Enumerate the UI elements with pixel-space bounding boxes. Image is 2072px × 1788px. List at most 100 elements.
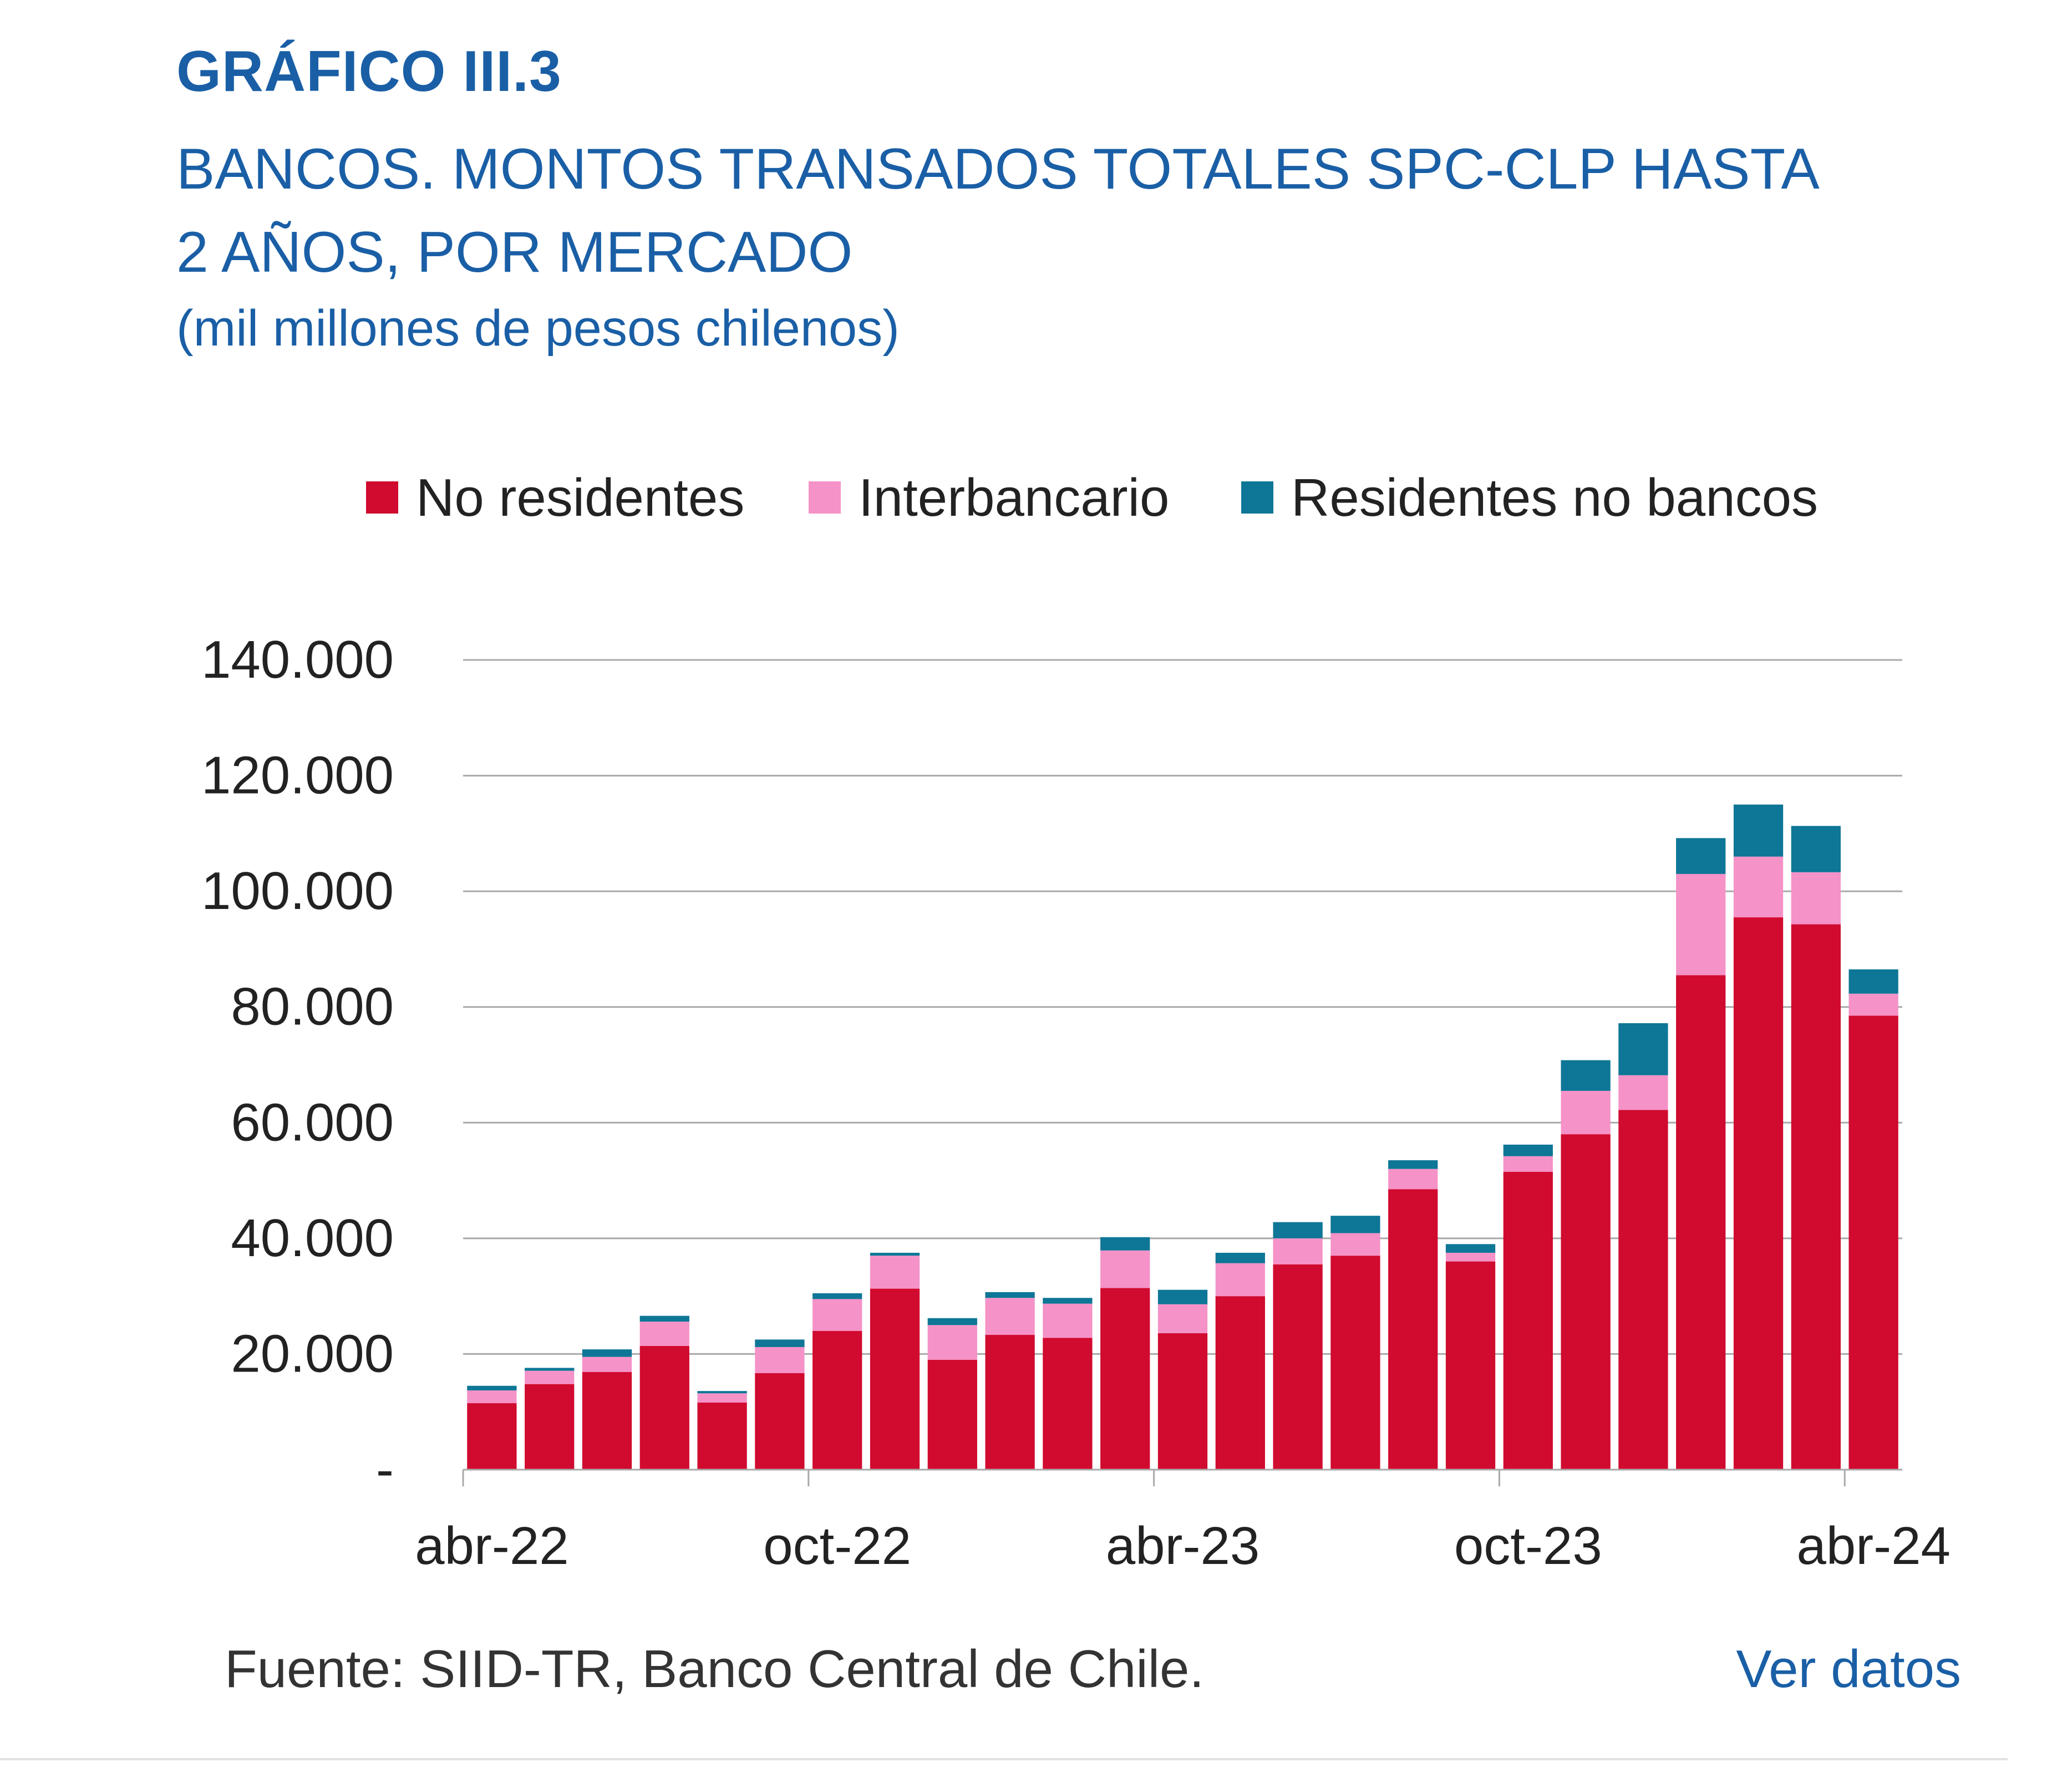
bars	[467, 804, 1898, 1470]
x-tick-label: abr-22	[415, 1516, 569, 1576]
bar-no-residentes	[1676, 975, 1726, 1470]
bar-residentes-no-bancos	[1503, 1144, 1553, 1156]
bar-interbancario	[1157, 1304, 1208, 1333]
bar-residentes-no-bancos	[1273, 1222, 1323, 1238]
bar-residentes-no-bancos	[697, 1391, 747, 1394]
bar-no-residentes	[697, 1403, 747, 1470]
x-tick-label: abr-23	[1106, 1516, 1260, 1576]
bar-interbancario	[1043, 1303, 1093, 1338]
bar-interbancario	[1561, 1090, 1611, 1135]
y-tick-label: 100.000	[201, 861, 394, 921]
bar-no-residentes	[582, 1372, 632, 1470]
bar-interbancario	[1848, 993, 1898, 1016]
bar-residentes-no-bancos	[1676, 838, 1726, 874]
bar-no-residentes	[1273, 1264, 1323, 1470]
bar-no-residentes	[1618, 1110, 1668, 1470]
bar-no-residentes	[870, 1288, 920, 1470]
chart-title: GRÁFICO III.3	[176, 39, 562, 104]
chart-units: (mil millones de pesos chilenos)	[176, 300, 900, 357]
bar-interbancario	[1503, 1156, 1553, 1172]
bar-residentes-no-bancos	[467, 1385, 517, 1391]
bar-residentes-no-bancos	[582, 1349, 632, 1357]
bar-residentes-no-bancos	[1445, 1244, 1496, 1253]
bar-no-residentes	[1100, 1288, 1150, 1470]
bar-residentes-no-bancos	[1791, 826, 1841, 872]
bar-interbancario	[870, 1256, 920, 1289]
legend-label: No residentes	[416, 468, 744, 527]
bar-no-residentes	[1733, 917, 1784, 1470]
bar-no-residentes	[1503, 1171, 1553, 1470]
bar-residentes-no-bancos	[927, 1318, 977, 1325]
bar-residentes-no-bancos	[1388, 1160, 1438, 1169]
y-tick-label: 60.000	[231, 1093, 394, 1152]
bar-residentes-no-bancos	[1330, 1216, 1380, 1233]
bar-interbancario	[1273, 1238, 1323, 1264]
bar-residentes-no-bancos	[1848, 969, 1898, 994]
y-tick-label: 40.000	[231, 1208, 394, 1268]
bar-no-residentes	[927, 1359, 977, 1470]
x-tick-label: oct-22	[763, 1516, 911, 1576]
bottom-divider	[0, 1758, 2008, 1760]
bar-no-residentes	[755, 1373, 805, 1470]
x-axis: abr-22 oct-22 abr-23 oct-23 abr-24	[415, 1469, 1951, 1576]
bar-residentes-no-bancos	[1043, 1298, 1093, 1304]
bar-no-residentes	[1445, 1261, 1496, 1470]
bar-residentes-no-bancos	[1100, 1237, 1150, 1251]
y-tick-label: 120.000	[201, 746, 394, 805]
bar-interbancario	[1676, 873, 1726, 976]
bar-interbancario	[1618, 1075, 1668, 1110]
bar-interbancario	[697, 1393, 747, 1403]
bar-residentes-no-bancos	[870, 1252, 920, 1256]
bar-no-residentes	[639, 1345, 689, 1470]
bar-interbancario	[927, 1325, 977, 1360]
bar-interbancario	[525, 1370, 575, 1384]
legend-label: Interbancario	[859, 468, 1169, 527]
bar-interbancario	[1445, 1252, 1496, 1262]
bar-no-residentes	[525, 1384, 575, 1470]
legend-swatch	[1241, 481, 1273, 514]
bar-residentes-no-bancos	[812, 1293, 862, 1299]
bar-no-residentes	[812, 1330, 862, 1470]
bar-no-residentes	[1043, 1338, 1093, 1470]
y-tick-label: -	[376, 1440, 394, 1499]
x-tick-label: abr-24	[1796, 1516, 1951, 1576]
bar-interbancario	[467, 1390, 517, 1404]
bar-no-residentes	[1561, 1134, 1611, 1470]
legend-label: Residentes no bancos	[1291, 468, 1818, 527]
bar-interbancario	[985, 1298, 1035, 1335]
y-tick-label: 140.000	[201, 630, 394, 689]
y-axis-labels: - 20.000 40.000 60.000 80.000 100.000 120.000 1…	[201, 630, 394, 1499]
bar-no-residentes	[1848, 1015, 1898, 1470]
y-tick-label: 20.000	[231, 1324, 394, 1383]
y-tick-label: 80.000	[231, 977, 394, 1037]
bar-residentes-no-bancos	[985, 1292, 1035, 1298]
bar-no-residentes	[1388, 1189, 1438, 1470]
legend: No residentes Interbancario Residentes no …	[366, 468, 1818, 527]
bar-interbancario	[1215, 1263, 1265, 1297]
bar-no-residentes	[467, 1403, 517, 1470]
bar-interbancario	[1733, 856, 1784, 918]
bar-interbancario	[755, 1347, 805, 1373]
bar-interbancario	[1791, 872, 1841, 925]
bar-no-residentes	[1791, 924, 1841, 1470]
bar-interbancario	[582, 1357, 632, 1372]
x-tick-label: oct-23	[1454, 1516, 1602, 1576]
bar-residentes-no-bancos	[525, 1368, 575, 1371]
ver-datos-link[interactable]: Ver datos	[1736, 1639, 1961, 1699]
bar-residentes-no-bancos	[1733, 804, 1784, 857]
legend-swatch	[366, 481, 398, 514]
bar-interbancario	[1100, 1250, 1150, 1288]
bar-residentes-no-bancos	[1618, 1023, 1668, 1075]
bar-residentes-no-bancos	[755, 1339, 805, 1347]
bar-no-residentes	[985, 1335, 1035, 1470]
bar-interbancario	[1388, 1169, 1438, 1190]
bar-residentes-no-bancos	[1215, 1252, 1265, 1263]
source-note: Fuente: SIID-TR, Banco Central de Chile.	[225, 1639, 1205, 1699]
bar-no-residentes	[1215, 1296, 1265, 1470]
bar-residentes-no-bancos	[1561, 1060, 1611, 1091]
bar-no-residentes	[1157, 1333, 1208, 1470]
bar-residentes-no-bancos	[1157, 1289, 1208, 1304]
chart-subtitle: BANCOS. MONTOS TRANSADOS TOTALES SPC-CLP…	[176, 137, 1817, 285]
bar-interbancario	[1330, 1233, 1380, 1256]
